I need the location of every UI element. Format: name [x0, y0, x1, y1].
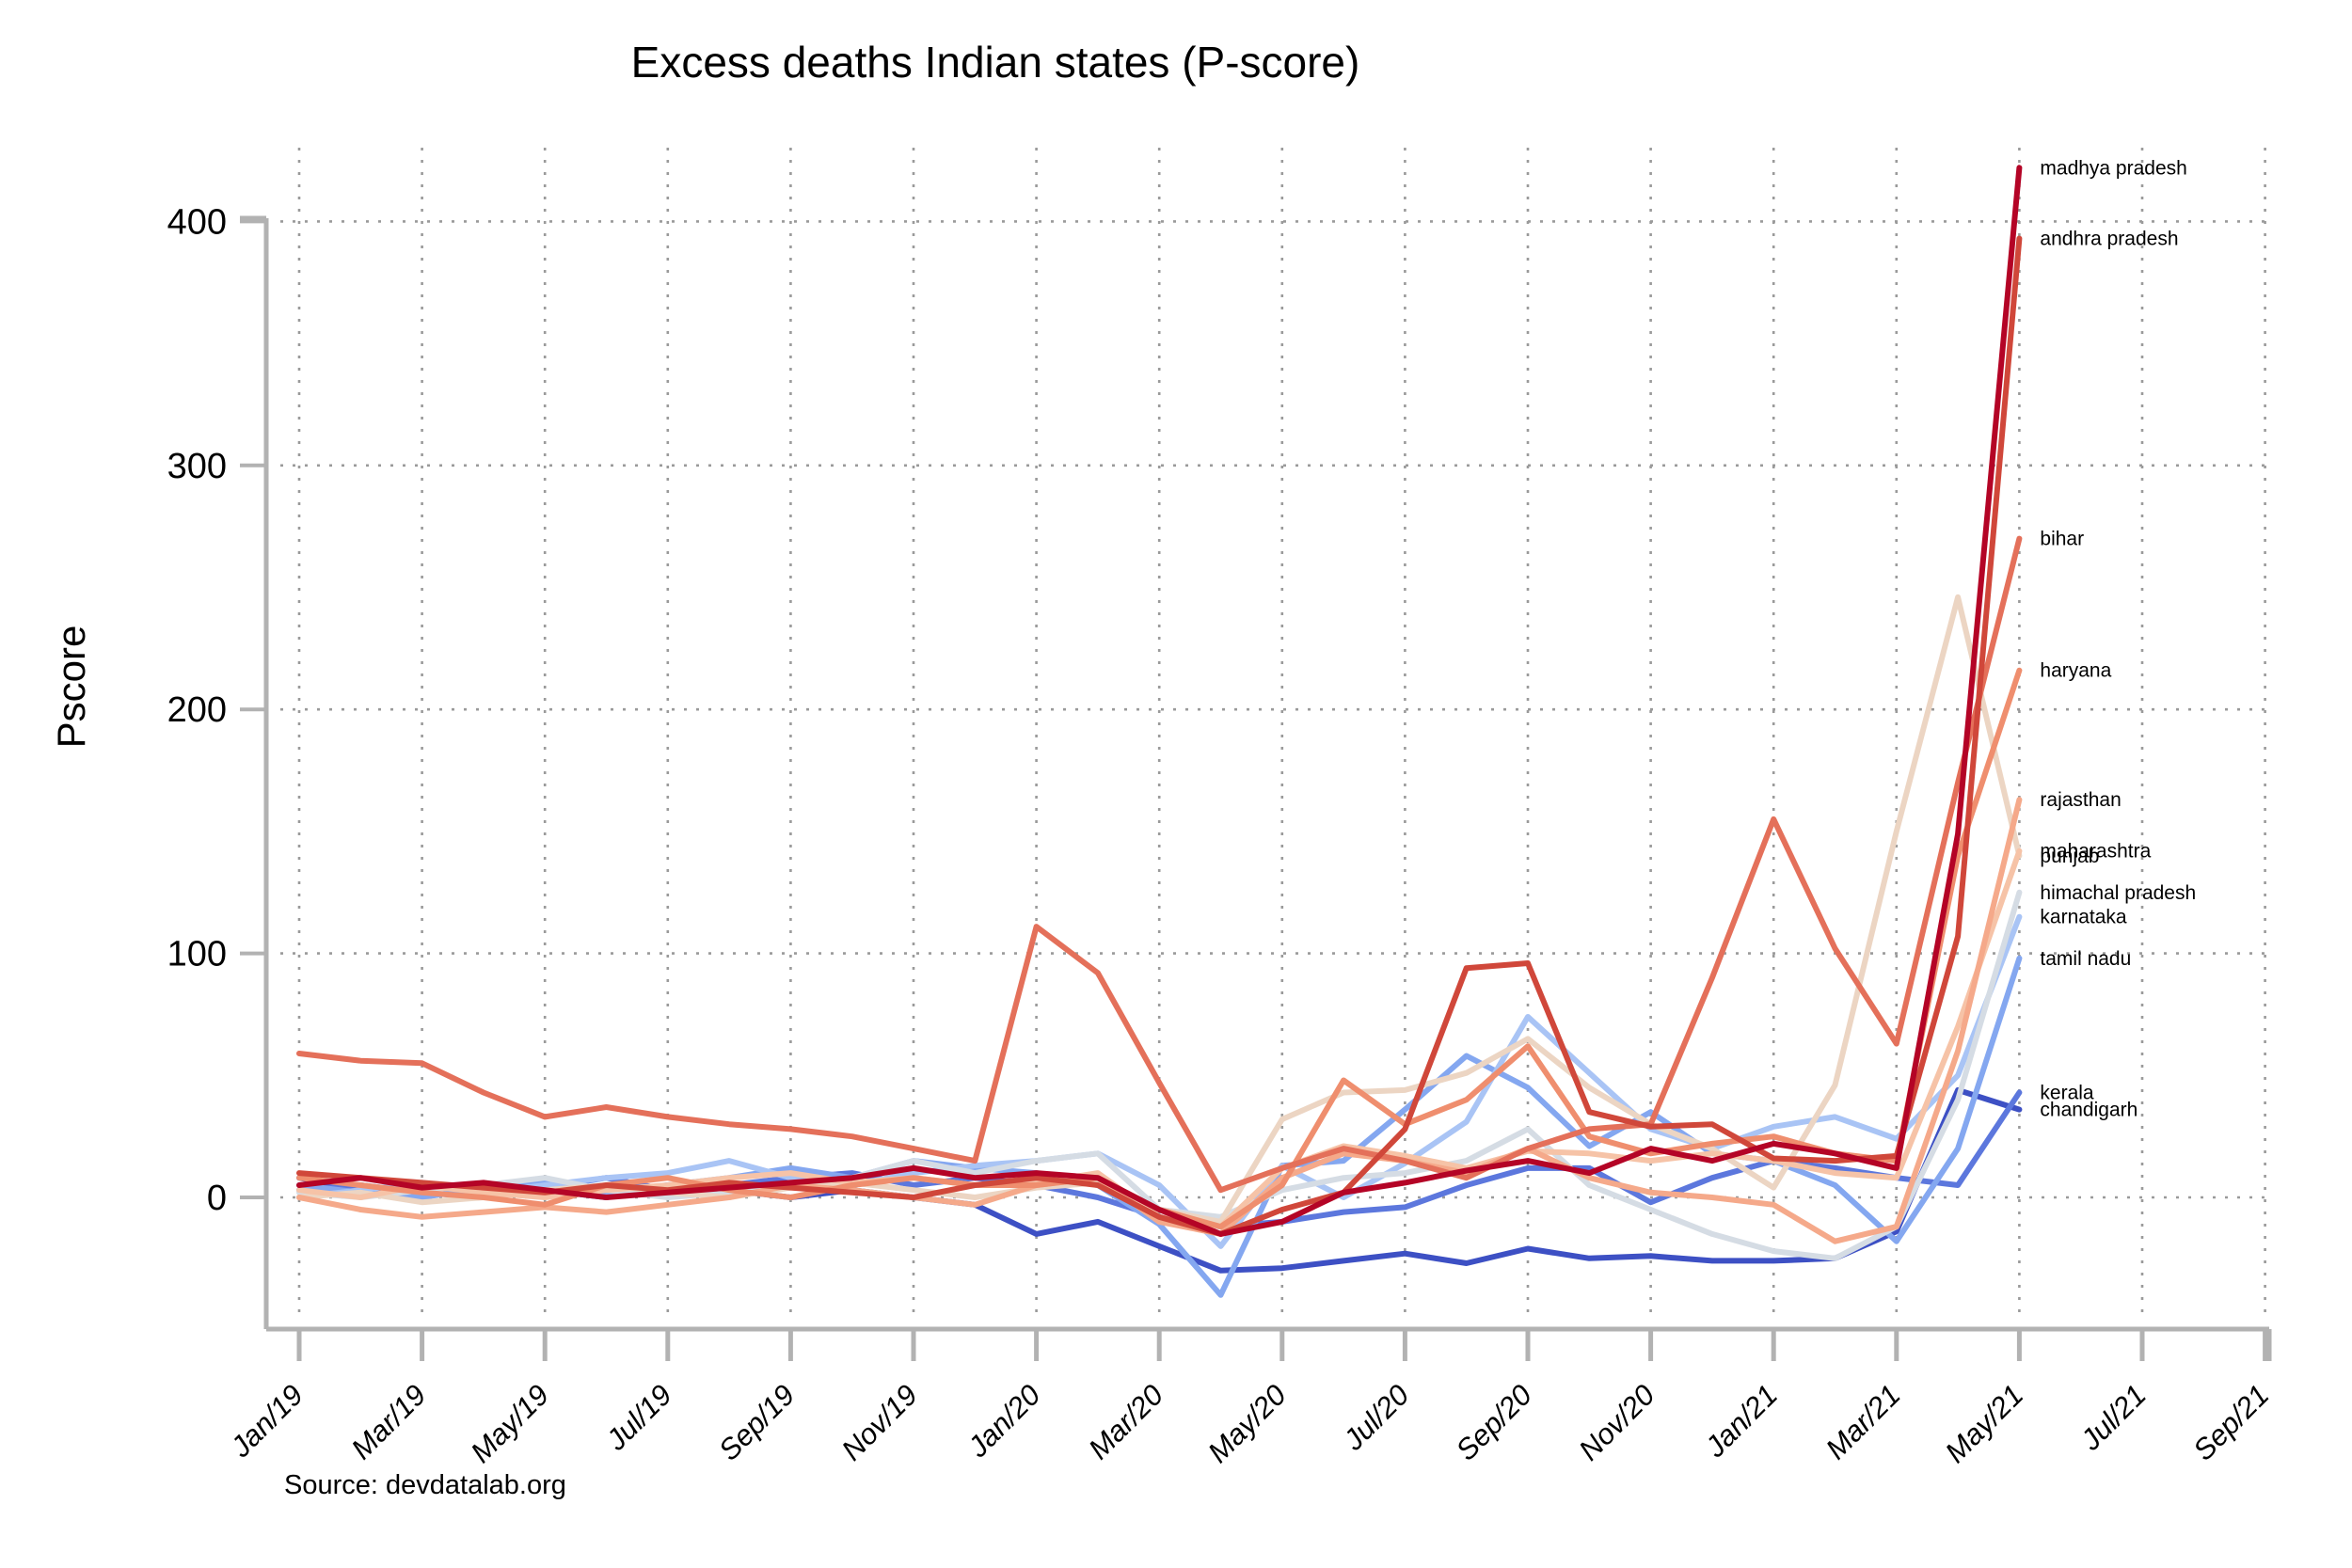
x-tick-label: Mar/21 [1820, 1378, 1907, 1465]
series-label-haryana: haryana [2040, 660, 2111, 682]
series-label-rajasthan: rajasthan [2040, 789, 2121, 811]
x-tick-label: Jul/19 [599, 1378, 678, 1457]
y-tick-label: 400 [167, 202, 227, 242]
x-tick-label: Mar/19 [345, 1378, 433, 1465]
series-endpoint-labels: madhya pradesh andhra pradesh bihar haryana… [2040, 157, 2196, 1120]
series-label-bihar: bihar [2040, 529, 2084, 550]
series-label-chandigarh: chandigarh [2040, 1100, 2137, 1121]
x-tick-label: Sep/21 [2186, 1378, 2275, 1466]
x-tick-label: May/21 [1939, 1378, 2030, 1469]
y-tick-label: 300 [167, 447, 227, 486]
y-tick-label: 200 [167, 690, 227, 730]
line-andhra-pradesh [296, 235, 2023, 1237]
x-tick-label: Nov/20 [1572, 1378, 1661, 1466]
series-label-himachal-pradesh: himachal pradesh [2040, 882, 2196, 904]
x-tick-label: Nov/19 [835, 1378, 924, 1466]
x-tick-label: Jan/21 [1698, 1378, 1784, 1464]
line-haryana [296, 667, 2023, 1230]
x-tick-label: Jan/19 [224, 1378, 310, 1464]
line-madhya-pradesh [296, 165, 2023, 1237]
source-note: Source: devdatalab.org [284, 1470, 566, 1500]
x-tick-label: Jul/20 [1336, 1378, 1415, 1457]
series-label-maharashtra: maharashtra [2040, 841, 2151, 863]
x-tick-label: Mar/20 [1082, 1378, 1169, 1465]
series-label-kerala: kerala [2040, 1082, 2094, 1103]
series-label-karnataka: karnataka [2040, 907, 2127, 928]
x-tick-label: Sep/19 [712, 1378, 801, 1466]
x-tick-label: Sep/20 [1450, 1378, 1538, 1466]
x-tick-label: Jan/20 [961, 1378, 1046, 1464]
series-label-tamil-nadu: tamil nadu [2040, 948, 2131, 970]
line-rajasthan [296, 797, 2023, 1244]
line-bihar [296, 535, 2023, 1194]
y-tick-label: 100 [167, 935, 227, 974]
series-label-andhra-pradesh: andhra pradesh [2040, 229, 2178, 250]
y-axis-title: Pscore [49, 626, 93, 749]
chart-title: Excess deaths Indian states (P-score) [631, 38, 1360, 87]
series-label-punjab: punjab [2040, 846, 2099, 867]
x-tick-label: Jul/21 [2074, 1378, 2153, 1457]
x-tick-label: May/19 [465, 1378, 556, 1469]
series-label-madhya-pradesh: madhya pradesh [2040, 157, 2186, 179]
series-lines [296, 165, 2023, 1298]
y-tick-label: 0 [207, 1179, 227, 1218]
x-tick-label: May/20 [1201, 1378, 1293, 1469]
